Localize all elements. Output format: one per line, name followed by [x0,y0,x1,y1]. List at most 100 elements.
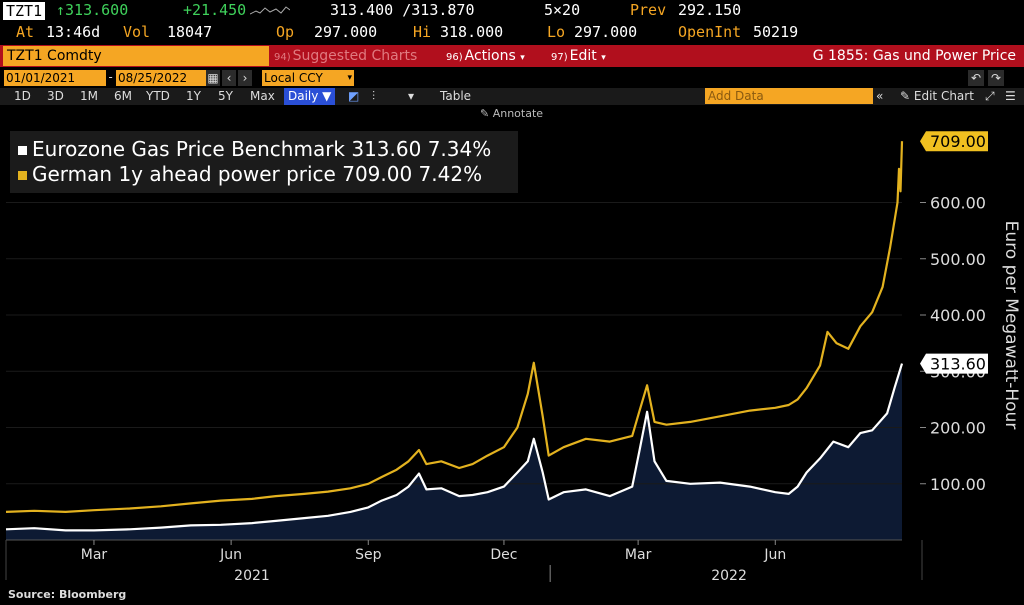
low-value: 297.000 [574,23,638,41]
suggested-charts-label: Suggested Charts [292,48,418,64]
legend-swatch-power [18,171,27,180]
vol-label: Vol [123,23,151,41]
prev-value: 292.150 [678,1,742,19]
caret-down-icon: ▾ [347,73,352,83]
edit-chart-button[interactable]: ✎ Edit Chart [900,88,974,105]
x-tick-label: Mar [625,547,652,563]
calendar-icon[interactable]: ▦ [206,70,220,86]
open-interest-value: 50219 [753,23,799,41]
x-year-label: 2022 [711,568,747,584]
y-tick-label: 600.00 [930,194,986,213]
expand-icon[interactable]: ⤢ [985,89,995,103]
quote-last-price: ↑313.600 [56,1,129,19]
edit-menu-button[interactable]: 97) Edit ▾ [547,46,610,66]
y-tick-label: 100.00 [930,475,986,494]
legend-item-power: German 1y ahead power price 709.00 7.42% [18,162,482,186]
actions-number: 96) [446,52,463,63]
chart-window-title: G 1855: Gas und Power Price [812,48,1016,64]
chart-legend: Eurozone Gas Price Benchmark 313.60 7.34… [10,131,518,193]
gas-area-fill [6,363,902,540]
x-tick-label: Jun [219,547,242,563]
period-ytd[interactable]: YTD [146,89,170,103]
gas-area [6,363,902,540]
chart-axes [5,202,926,582]
chevron-left-icon[interactable]: ‹ [222,70,236,86]
chart-labels: MarJunSepDecMarJun20212022100.00200.0030… [81,131,1021,584]
actions-button[interactable]: 96) Actions ▾ [442,46,529,66]
source-note: Source: Bloomberg [8,588,127,601]
open-value: 297.000 [314,23,378,41]
quote-change: +21.450 [183,1,247,19]
high-label: Hi [413,23,432,41]
line-chart-icon[interactable]: ◩ [348,89,360,103]
low-label: Lo [547,23,566,41]
suggested-charts-button[interactable]: 94) Suggested Charts [270,46,422,66]
gas-last-value-tag [920,353,988,374]
x-tick-label: Dec [490,547,517,563]
edit-chart-label: Edit Chart [913,89,974,103]
chart-lines [5,141,904,532]
prev-label: Prev [630,1,667,19]
gas-price-line [5,363,904,532]
open-label: Op [276,23,295,41]
end-date-field[interactable]: 08/25/2022 [116,70,210,86]
power-last-value-tag [920,131,988,152]
actions-label: Actions [464,48,516,64]
date-separator: - [107,70,115,84]
quote-bid-ask: 313.400 /313.870 [330,1,475,19]
edit-number: 97) [551,52,568,63]
chart-style-icon[interactable]: ⫶ [372,89,376,103]
high-value: 318.000 [440,23,504,41]
x-tick-label: Sep [355,547,382,563]
at-label: At [16,23,35,41]
y-axis-label: Euro per Megawatt-Hour [1001,221,1021,430]
quote-time: 13:46d [46,23,101,41]
period-1d[interactable]: 1D [14,89,31,103]
period-6m[interactable]: 6M [114,89,132,103]
sparkline-icon [250,6,290,15]
table-button[interactable]: Table [440,89,472,103]
undo-icon[interactable]: ↶ [968,70,984,86]
settings-icon[interactable]: ☰ [1005,89,1016,103]
x-year-label: 2021 [234,568,270,584]
date-range-row: 01/01/2021 - 08/25/2022 ▦ ‹ › Local CCY … [0,69,1024,87]
suggested-charts-number: 94) [274,52,291,63]
quote-size: 5×20 [544,1,581,19]
period-5y[interactable]: 5Y [218,89,233,103]
quote-strip: TZT1 ↑313.600 +21.450 313.400 /313.870 5… [0,0,1024,44]
annotate-pencil-icon: ✎ [480,107,490,120]
annotate-label: Annotate [492,107,544,120]
y-tick-label: 200.00 [930,419,986,438]
open-interest-label: OpenInt [678,23,742,41]
pencil-icon: ✎ [900,89,911,103]
y-tick-label: 400.00 [930,306,986,325]
quote-ticker[interactable]: TZT1 [3,2,46,20]
collapse-icon[interactable]: « [876,89,884,103]
period-1m[interactable]: 1M [80,89,98,103]
period-1y[interactable]: 1Y [186,89,201,103]
currency-value: Local CCY [264,71,323,85]
y-tick-label: 500.00 [930,250,986,269]
edit-label: Edit [569,48,597,64]
legend-text-power: German 1y ahead power price 709.00 7.42% [32,162,483,186]
legend-swatch-gas [18,146,27,155]
power-price-line [5,141,904,513]
x-tick-label: Jun [763,547,786,563]
add-data-input[interactable]: Add Data [705,88,873,104]
caret-down-icon: ▾ [601,53,606,63]
period-3d[interactable]: 3D [47,89,64,103]
caret-down-icon: ▾ [520,53,525,63]
chevron-right-icon[interactable]: › [238,70,252,86]
power-last-value-label: 709.00 [930,132,986,151]
annotate-button[interactable]: ✎ Annotate [480,107,543,120]
gas-last-value-label: 313.60 [930,355,986,374]
currency-select[interactable]: Local CCY ▾ [262,70,354,86]
start-date-field[interactable]: 01/01/2021 [4,70,106,86]
period-max[interactable]: Max [250,89,275,103]
redo-icon[interactable]: ↷ [988,70,1004,86]
frequency-select[interactable]: Daily ▼ [284,88,336,105]
vol-value: 18047 [167,23,213,41]
security-field[interactable]: TZT1 Comdty [3,46,269,66]
more-options-icon[interactable]: ▾ [408,89,415,103]
